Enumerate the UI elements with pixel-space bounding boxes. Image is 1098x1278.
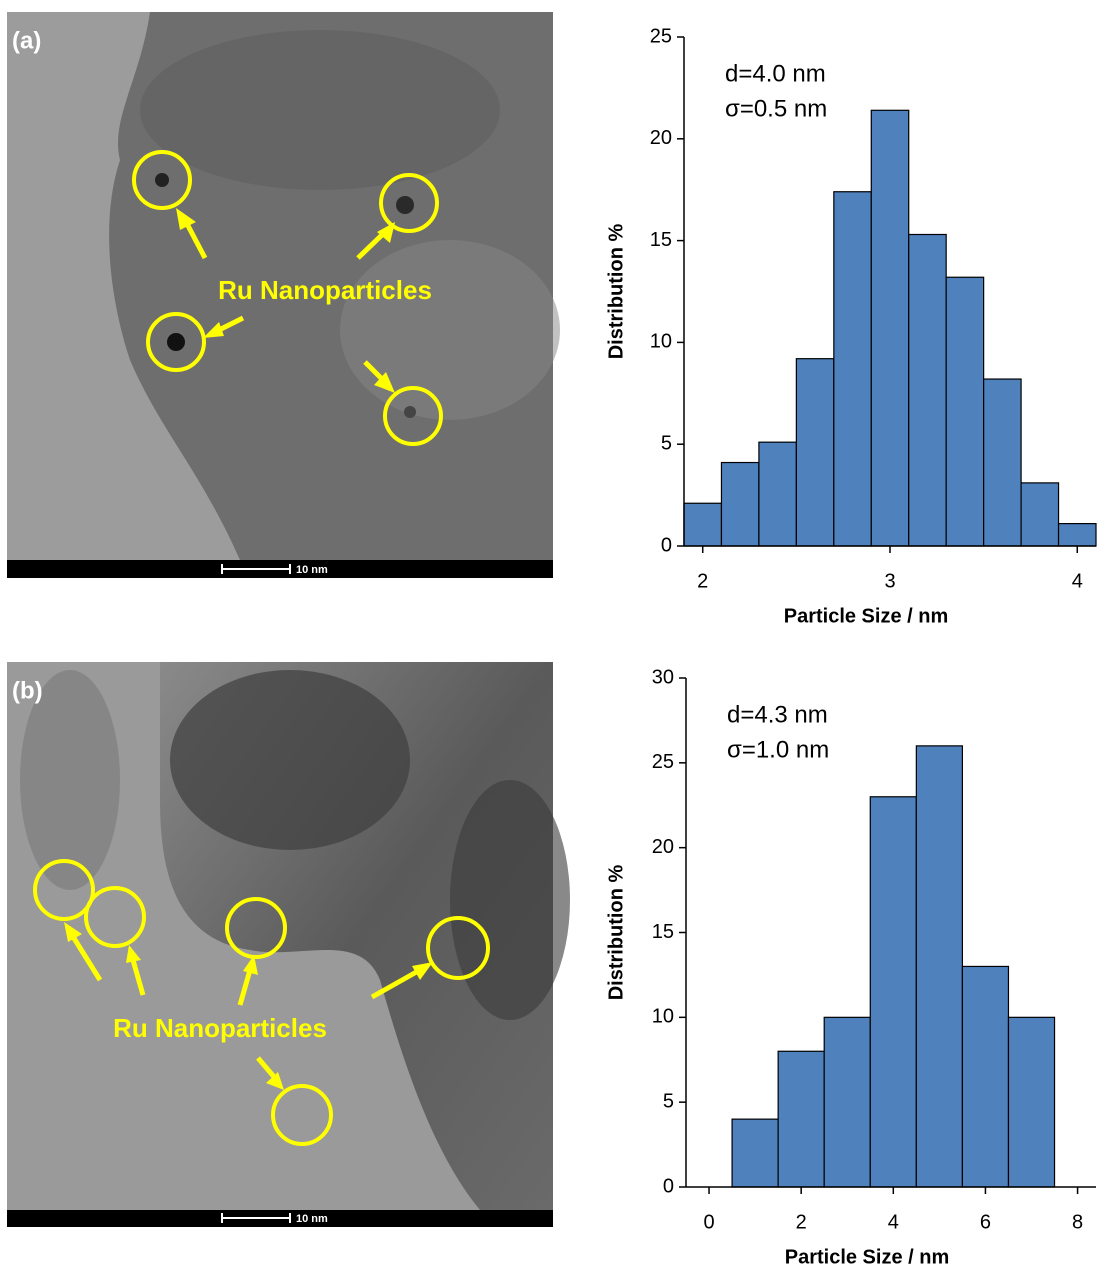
panel-label: (b) [12, 677, 43, 704]
scale-bar-label: 10 nm [296, 564, 328, 576]
x-tick-label: 2 [697, 570, 708, 592]
bar [962, 966, 1008, 1187]
y-tick-label: 30 [652, 666, 674, 688]
y-tick-label: 5 [661, 432, 672, 454]
y-tick-label: 25 [652, 751, 674, 773]
x-tick-label: 6 [980, 1211, 991, 1233]
x-axis-label: Particle Size / nm [785, 1246, 950, 1268]
x-tick-label: 4 [888, 1211, 899, 1233]
y-tick-label: 15 [650, 229, 672, 251]
bar [796, 359, 833, 546]
y-tick-label: 0 [661, 534, 672, 556]
y-tick-label: 25 [650, 25, 672, 47]
annotation: d=4.3 nm [727, 701, 828, 728]
annotation: Ru Nanoparticles [113, 1013, 327, 1043]
y-axis-label: Distribution % [605, 224, 627, 360]
y-tick-label: 5 [663, 1090, 674, 1112]
bar [916, 746, 962, 1187]
scale-bar-label: 10 nm [296, 1213, 328, 1225]
x-tick-label: 8 [1072, 1211, 1083, 1233]
tem-image-a: 10 nm (a) Ru Nanoparticles [7, 12, 560, 578]
x-tick-label: 0 [703, 1211, 714, 1233]
bar [834, 192, 871, 546]
y-tick-label: 20 [650, 127, 672, 149]
y-tick-label: 10 [652, 1006, 674, 1028]
x-tick-label: 4 [1072, 570, 1083, 592]
bar [1008, 1017, 1054, 1187]
bar [946, 277, 983, 546]
bar [684, 503, 721, 546]
bar [778, 1051, 824, 1187]
bar [871, 110, 908, 546]
bar [721, 463, 758, 546]
x-axis-label: Particle Size / nm [784, 605, 949, 627]
annotation: d=4.0 nm [725, 60, 826, 87]
panel-label: (a) [12, 27, 41, 54]
annotation: σ=1.0 nm [727, 736, 829, 763]
bar [870, 797, 916, 1187]
bar [824, 1017, 870, 1187]
bar [732, 1119, 778, 1187]
annotation: Ru Nanoparticles [218, 275, 432, 305]
bar [1059, 524, 1096, 546]
x-tick-label: 2 [796, 1211, 807, 1233]
x-tick-label: 3 [884, 570, 895, 592]
bar [909, 234, 946, 546]
figure: 10 nm (a) Ru Nanoparticles 10 nm (b) [0, 0, 1098, 1273]
tem-image-b: 10 nm (b) Ru Nanoparticles [7, 662, 570, 1227]
y-tick-label: 15 [652, 921, 674, 943]
y-tick-label: 10 [650, 331, 672, 353]
y-tick-label: 0 [663, 1175, 674, 1197]
bar [759, 442, 796, 546]
bar [1021, 483, 1058, 546]
y-tick-label: 20 [652, 836, 674, 858]
y-axis-label: Distribution % [605, 865, 627, 1001]
bar [984, 379, 1021, 546]
annotation: σ=0.5 nm [725, 95, 827, 122]
